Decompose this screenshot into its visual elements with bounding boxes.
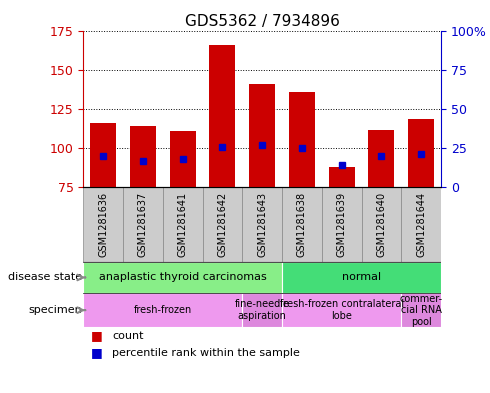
Text: GSM1281642: GSM1281642 xyxy=(218,192,227,257)
Text: GSM1281638: GSM1281638 xyxy=(297,192,307,257)
Text: specimen: specimen xyxy=(29,305,82,315)
Text: GSM1281643: GSM1281643 xyxy=(257,192,267,257)
Text: GSM1281639: GSM1281639 xyxy=(337,192,346,257)
Text: GSM1281644: GSM1281644 xyxy=(416,192,426,257)
Bar xyxy=(202,187,242,262)
Text: GSM1281640: GSM1281640 xyxy=(376,192,387,257)
Bar xyxy=(210,46,235,187)
Bar xyxy=(282,262,441,293)
Bar xyxy=(170,131,196,187)
Title: GDS5362 / 7934896: GDS5362 / 7934896 xyxy=(185,14,340,29)
Text: GSM1281637: GSM1281637 xyxy=(138,192,148,257)
Bar xyxy=(163,187,202,262)
Bar xyxy=(83,187,123,262)
Text: ■: ■ xyxy=(91,329,102,342)
Bar xyxy=(282,293,401,327)
Text: anaplastic thyroid carcinomas: anaplastic thyroid carcinomas xyxy=(99,272,267,283)
Bar xyxy=(282,187,322,262)
Text: fine-needle
aspiration: fine-needle aspiration xyxy=(235,299,290,321)
Text: fresh-frozen: fresh-frozen xyxy=(134,305,192,315)
Bar xyxy=(401,187,441,262)
Bar xyxy=(408,119,434,187)
Bar xyxy=(329,167,355,187)
Bar xyxy=(368,130,394,187)
Bar xyxy=(401,293,441,327)
Bar xyxy=(83,293,242,327)
Text: commer-
cial RNA
pool: commer- cial RNA pool xyxy=(399,294,442,327)
Text: disease state: disease state xyxy=(8,272,82,283)
Bar xyxy=(83,262,282,293)
Bar xyxy=(130,127,156,187)
Bar xyxy=(90,123,116,187)
Bar xyxy=(242,187,282,262)
Bar xyxy=(249,84,275,187)
Text: GSM1281636: GSM1281636 xyxy=(98,192,108,257)
Text: ■: ■ xyxy=(91,347,102,360)
Bar xyxy=(362,187,401,262)
Text: count: count xyxy=(112,331,144,341)
Bar xyxy=(242,293,282,327)
Text: percentile rank within the sample: percentile rank within the sample xyxy=(112,348,300,358)
Bar xyxy=(289,92,315,187)
Text: GSM1281641: GSM1281641 xyxy=(178,192,188,257)
Bar xyxy=(123,187,163,262)
Text: normal: normal xyxy=(342,272,381,283)
Text: fresh-frozen contralateral
lobe: fresh-frozen contralateral lobe xyxy=(280,299,404,321)
Bar xyxy=(322,187,362,262)
